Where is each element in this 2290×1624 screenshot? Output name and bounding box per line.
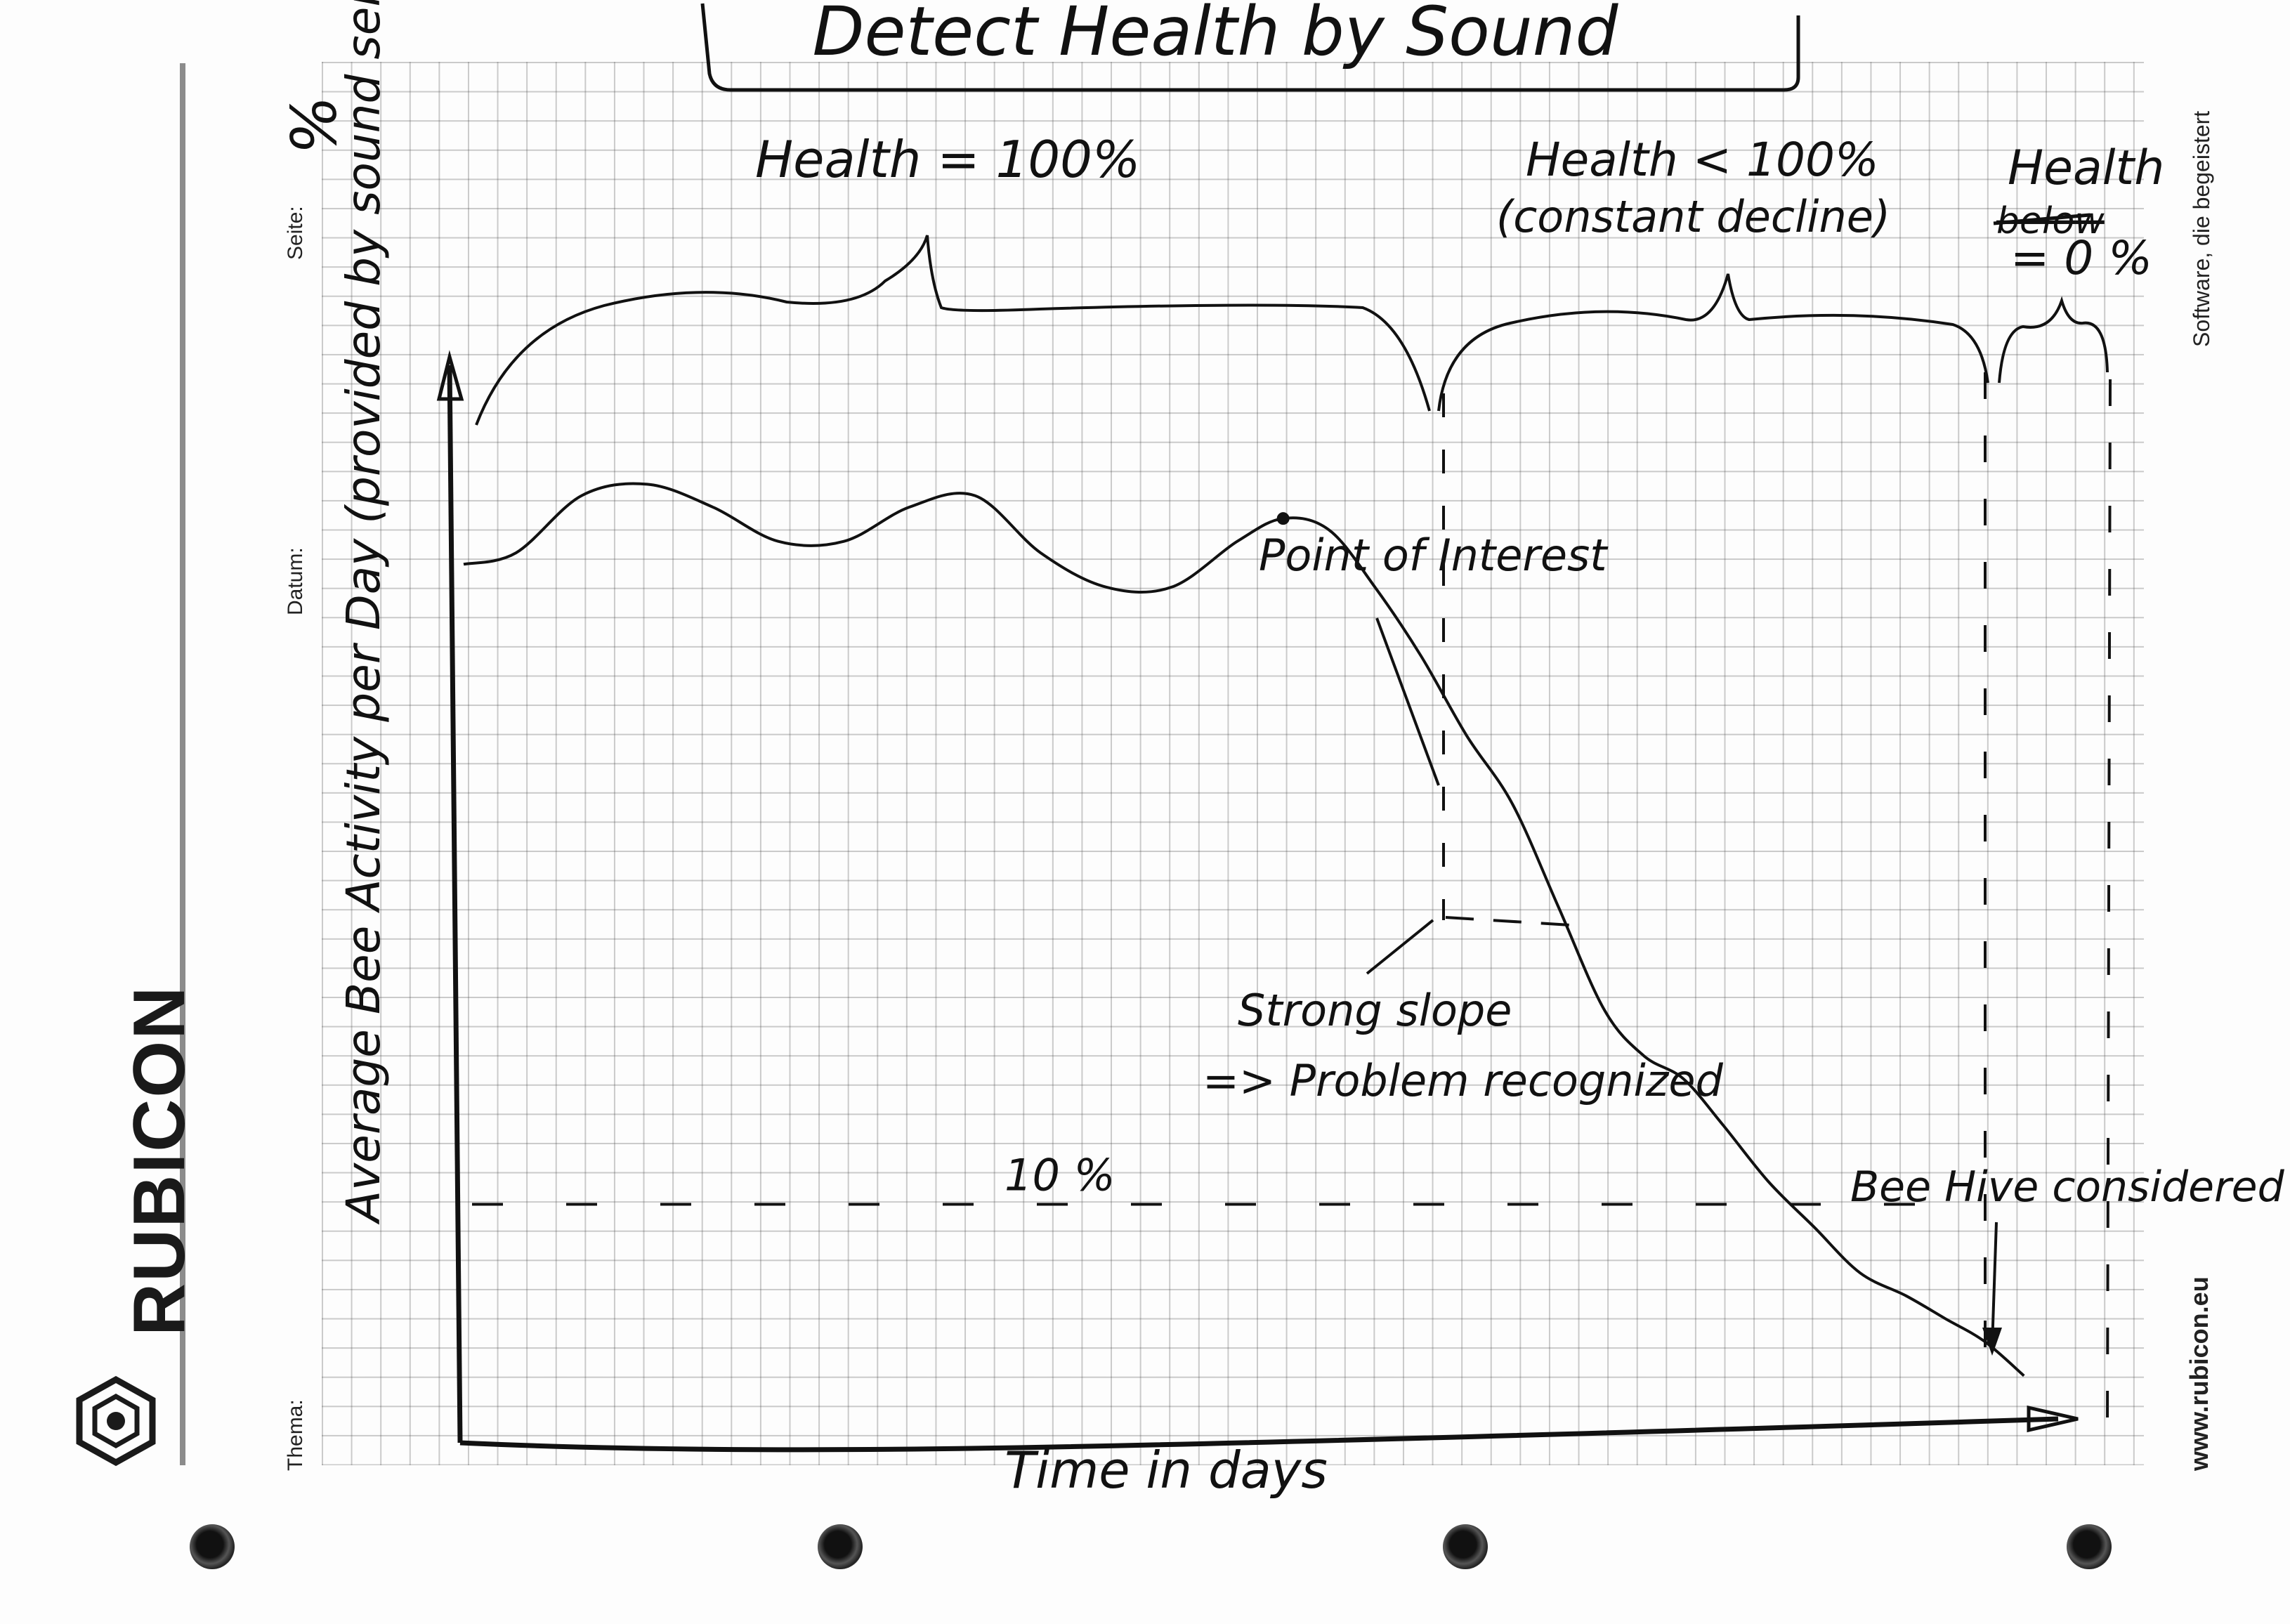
x-axis-label: Time in days <box>1005 1441 1328 1500</box>
annotation-point-of-interest: Point of Interest <box>1259 530 1609 581</box>
x-axis-line <box>459 1416 2059 1453</box>
punch-hole <box>2067 1524 2112 1569</box>
phase-divider-dashed-line <box>2106 379 2112 1427</box>
annotation-arrow-line <box>1991 1222 1998 1347</box>
annotation-leader-line <box>1366 919 1434 975</box>
phase-label-healthy: Health = 100% <box>755 130 1140 189</box>
phase-brace-dead <box>1998 296 2109 384</box>
phase-label-decline: Health < 100% <box>1526 133 1879 187</box>
annotation-problem-recognized: => Problem recognized <box>1203 1055 1723 1106</box>
punch-hole <box>190 1524 235 1569</box>
annotation-leader-line <box>1375 617 1440 786</box>
slope-guide-dashed-line <box>1445 916 1583 927</box>
rubicon-logo-icon <box>76 1375 156 1467</box>
corner-percent-mark: % <box>278 96 351 155</box>
point-of-interest-marker <box>1276 512 1290 525</box>
activity-series-line <box>463 482 2025 1377</box>
threshold-label: 10 % <box>1005 1150 1115 1201</box>
phase-label-dead: Health <box>2008 140 2164 196</box>
title-frame <box>700 3 1800 92</box>
series-layer: 10 % <box>463 482 2025 1377</box>
phase-brace-healthy <box>475 235 1431 426</box>
annotation-arrow-icon <box>1982 1328 2002 1356</box>
y-axis-label: Average Bee Activity per Day (provided b… <box>336 0 391 1225</box>
punch-hole <box>1443 1524 1488 1569</box>
strike-through-line <box>1993 213 2091 225</box>
phase-sublabel-decline: (constant decline) <box>1496 191 1890 242</box>
phase-brace-decline <box>1437 273 1989 412</box>
phase-value-dead: = 0 % <box>2010 231 2152 285</box>
x-axis-arrow-icon <box>2027 1405 2079 1433</box>
y-axis-arrow-icon <box>436 350 464 401</box>
y-axis-line <box>447 365 463 1443</box>
chart-title: Detect Health by Sound <box>813 0 1619 71</box>
margin-rule <box>180 63 185 1465</box>
graph-paper-grid <box>322 62 2144 1465</box>
annotation-strong-slope: Strong slope <box>1238 985 1512 1036</box>
annotation-hive-dead: Bee Hive considered dead <box>1850 1163 2290 1212</box>
punch-hole <box>818 1524 863 1569</box>
